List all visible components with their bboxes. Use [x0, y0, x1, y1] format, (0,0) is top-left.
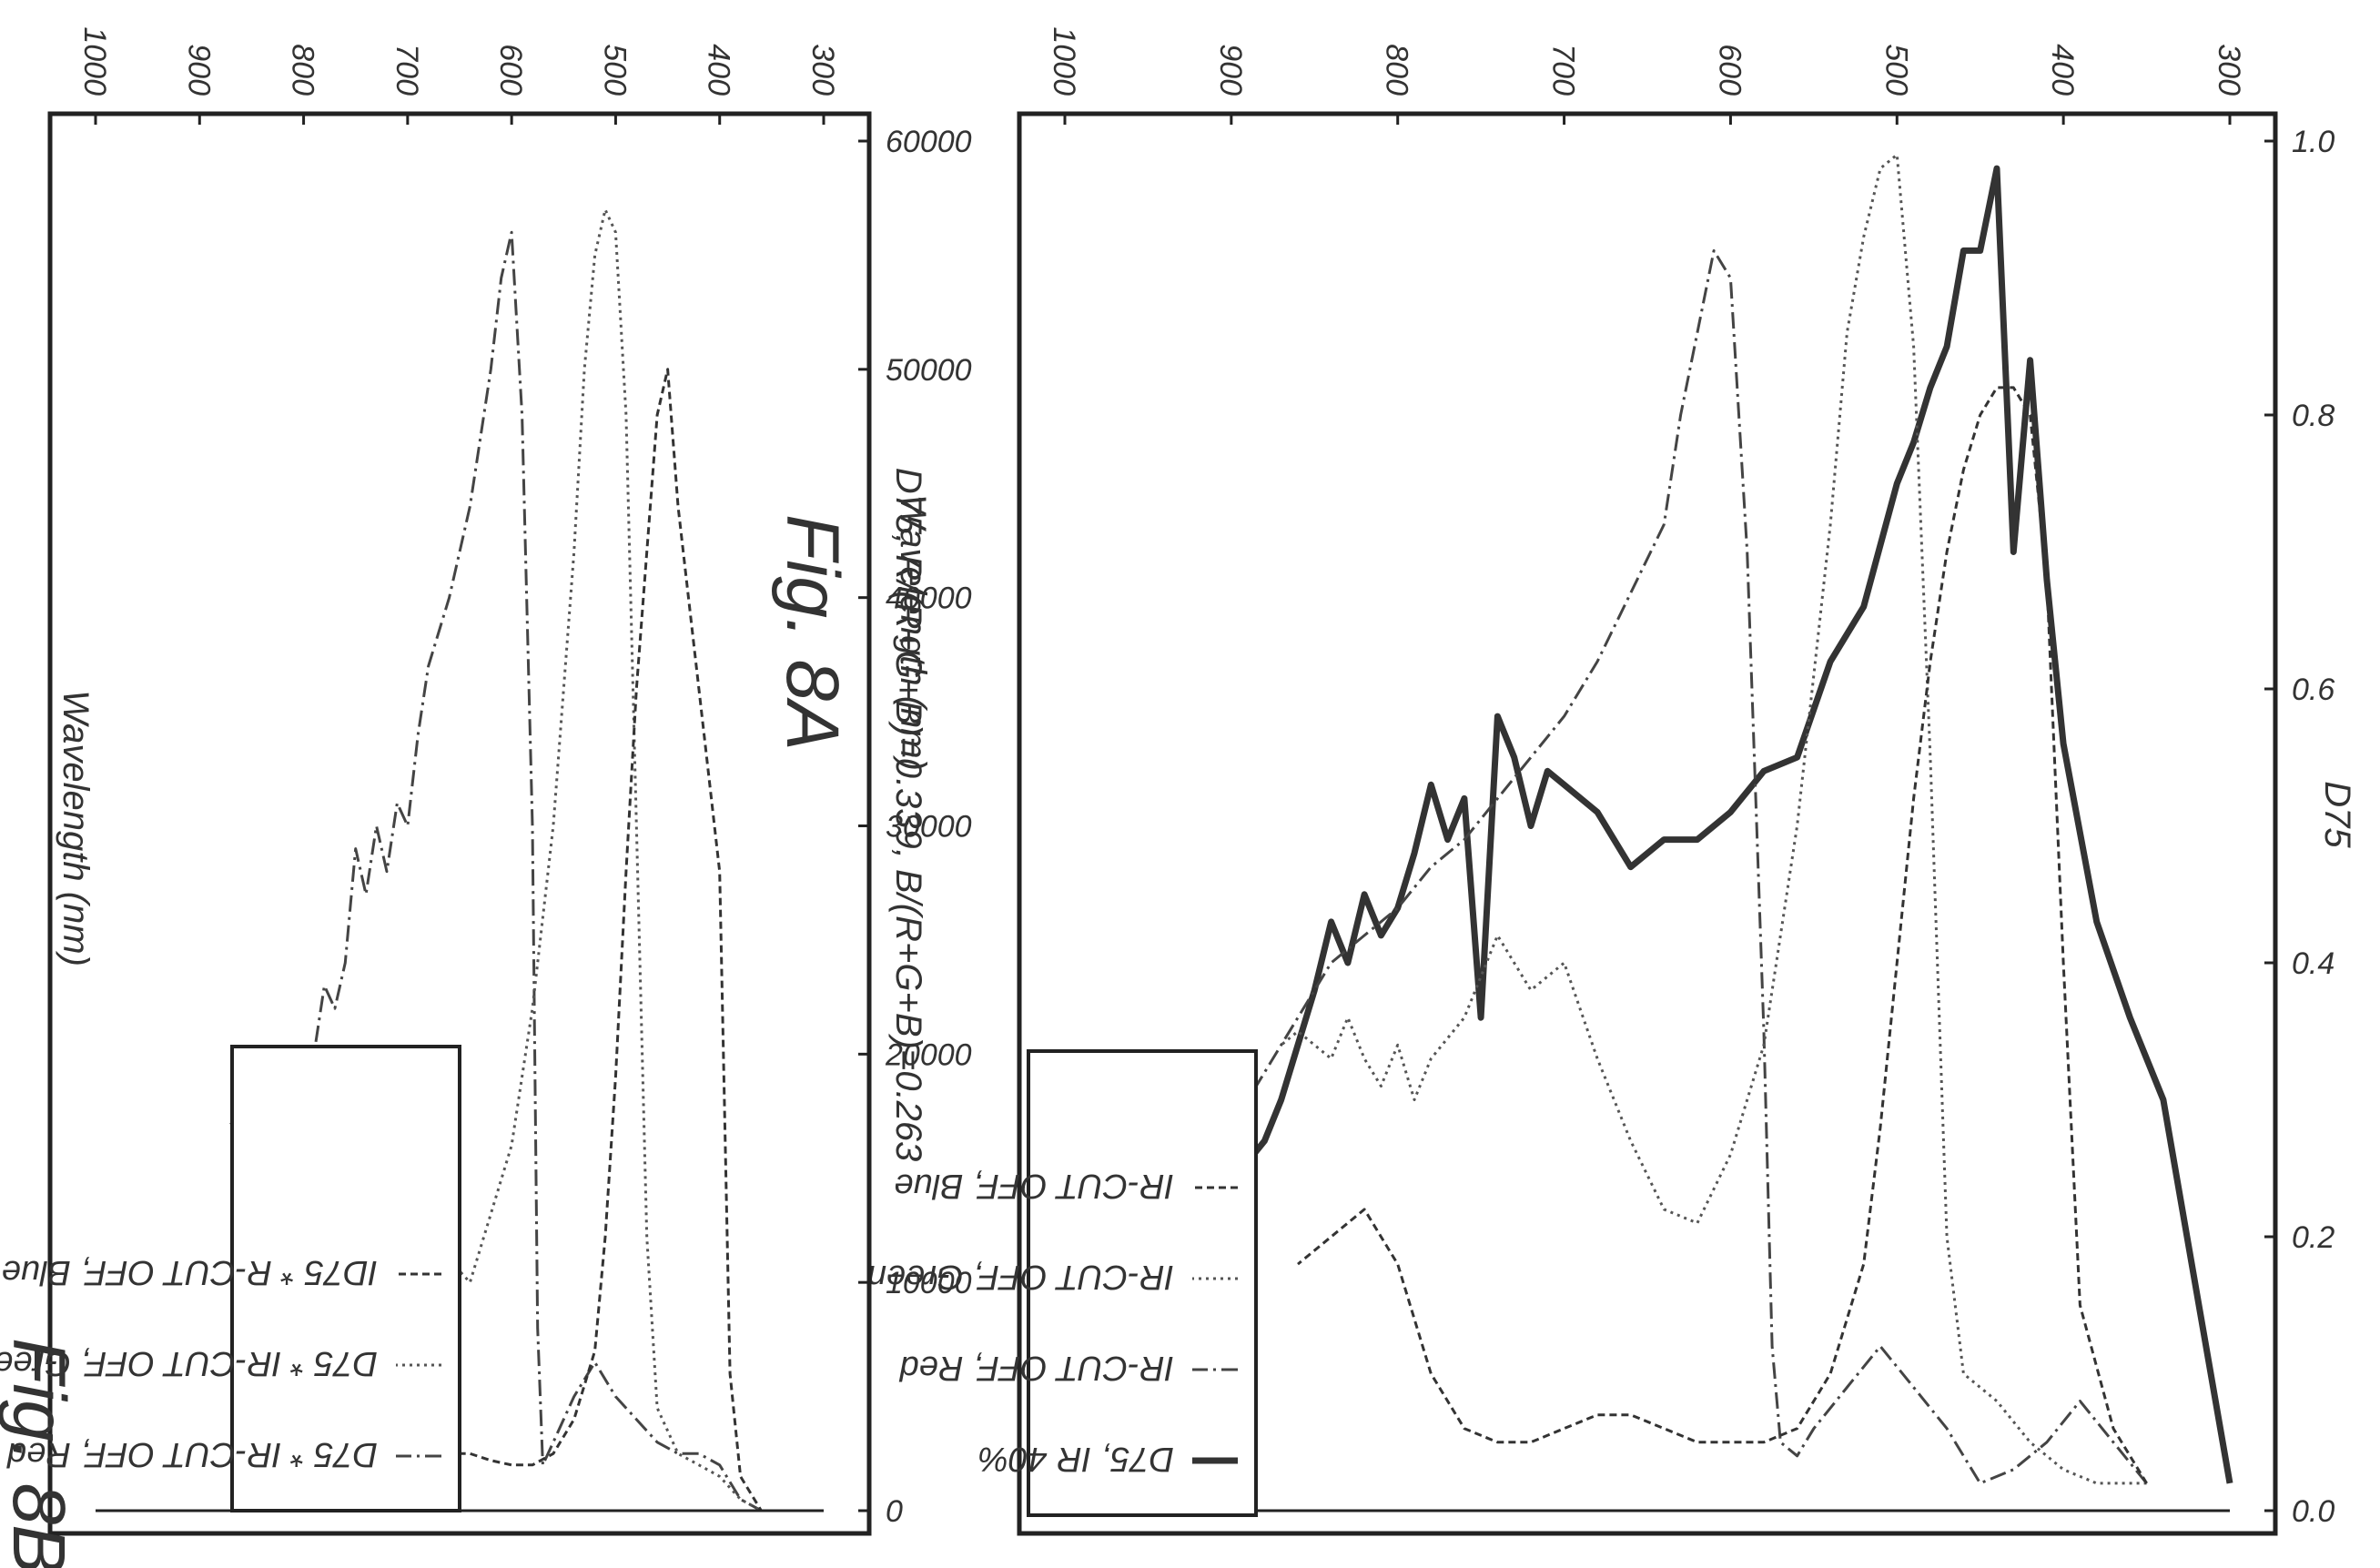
x-tick-label: 400 — [2045, 44, 2080, 96]
chart-8a-legend: D75, IR 40% IR-CUT OFF, Red IR-CUT OFF, Gr… — [867, 1049, 1258, 1517]
y-tick-label: 1.0 — [2292, 125, 2334, 159]
fig-8a-label: Fig. 8A — [771, 514, 854, 751]
legend-label: ID75 * R-CUT OFF, Blue — [2, 1253, 378, 1291]
chart-8b-x-axis-title: Wavelength (nm) — [56, 690, 96, 966]
legend-box — [1027, 1049, 1258, 1517]
y-tick-label: 40000 — [886, 582, 972, 616]
series-line-2 — [1280, 153, 2147, 1485]
y-tick-label: 0 — [886, 1494, 903, 1529]
y-tick-label: 30000 — [886, 810, 972, 845]
x-tick-label: 600 — [1712, 44, 1747, 96]
x-tick-label: 500 — [597, 44, 632, 96]
chart-8b-frame — [47, 111, 872, 1536]
y-tick-label: 60000 — [886, 125, 972, 159]
series-line-2 — [229, 368, 824, 1512]
legend-label: IR-CUT OFF, Red — [898, 1349, 1174, 1387]
x-tick-label: 700 — [390, 44, 424, 96]
chart-8b-legend: D75 * IR-CUT OFF, Red D75 * IR-CUT OFF, G… — [0, 1045, 461, 1512]
legend-label: IR-CUT OFF, Green — [867, 1258, 1174, 1296]
x-tick-label: 800 — [1380, 44, 1414, 96]
y-tick-label: 10000 — [886, 1266, 972, 1300]
x-tick-label: 900 — [181, 44, 216, 96]
y-tick-label: 20000 — [885, 1037, 972, 1072]
x-tick-label: 900 — [1213, 44, 1248, 96]
chart-8b-x-axis: 300 400 500 600 700 800 900 1000 — [77, 26, 840, 125]
chart-8a-x-axis-title: Wavelength (nm) — [893, 494, 933, 771]
y-tick-label: 0.4 — [2292, 946, 2334, 981]
legend-label: IR-CUT OFF, Blue — [894, 1167, 1174, 1205]
x-tick-label: 600 — [493, 44, 528, 96]
series-line-1 — [229, 207, 824, 1512]
chart-8a-x-axis: 300 400 500 600 700 800 900 1000 — [1047, 26, 2246, 125]
series-line-0 — [1062, 165, 2233, 1484]
x-tick-label: 1000 — [77, 26, 112, 96]
x-tick-label: 300 — [2212, 44, 2246, 96]
x-tick-label: 500 — [1879, 44, 1913, 96]
chart-8b-y-axis: 0 10000 20000 30000 40000 50000 60000 — [858, 125, 972, 1529]
series-line-3 — [1297, 386, 2148, 1484]
chart-8a: D75 0.0 0.2 0.4 0.6 0.8 1.0 300 400 500 600 700 80… — [867, 26, 2357, 1536]
chart-8a-y-axis: 0.0 0.2 0.4 0.6 0.8 1.0 — [2264, 125, 2334, 1529]
chart-8a-frame — [1017, 111, 2278, 1536]
chart-8b: D75, R/(R+G+B)=0.339, B/(R+G+B)=0.263 0 1… — [0, 26, 972, 1536]
y-tick-label: 0.2 — [2292, 1220, 2334, 1255]
legend-label: D75 * IR-CUT OFF, Green — [0, 1344, 378, 1382]
x-tick-label: 800 — [286, 44, 320, 96]
legend-label: D75 * IR-CUT OFF, Red — [5, 1435, 378, 1473]
chart-8a-title: D75 — [2317, 781, 2357, 848]
x-tick-label: 400 — [702, 44, 736, 96]
x-tick-label: 700 — [1546, 44, 1581, 96]
y-tick-label: 0.6 — [2292, 673, 2334, 707]
y-tick-label: 0.0 — [2292, 1494, 2334, 1529]
fig-8b-label: Fig. 8B — [0, 1338, 80, 1568]
legend-label: D75, IR 40% — [978, 1440, 1174, 1478]
x-tick-label: 1000 — [1047, 26, 1081, 96]
legend-box — [230, 1045, 461, 1512]
chart-8b-title: D75, R/(R+G+B)=0.339, B/(R+G+B)=0.263 — [888, 468, 928, 1162]
x-tick-label: 300 — [805, 44, 840, 96]
series-line-1 — [1063, 248, 2148, 1485]
y-tick-label: 0.8 — [2292, 399, 2334, 433]
y-tick-label: 50000 — [886, 353, 972, 388]
